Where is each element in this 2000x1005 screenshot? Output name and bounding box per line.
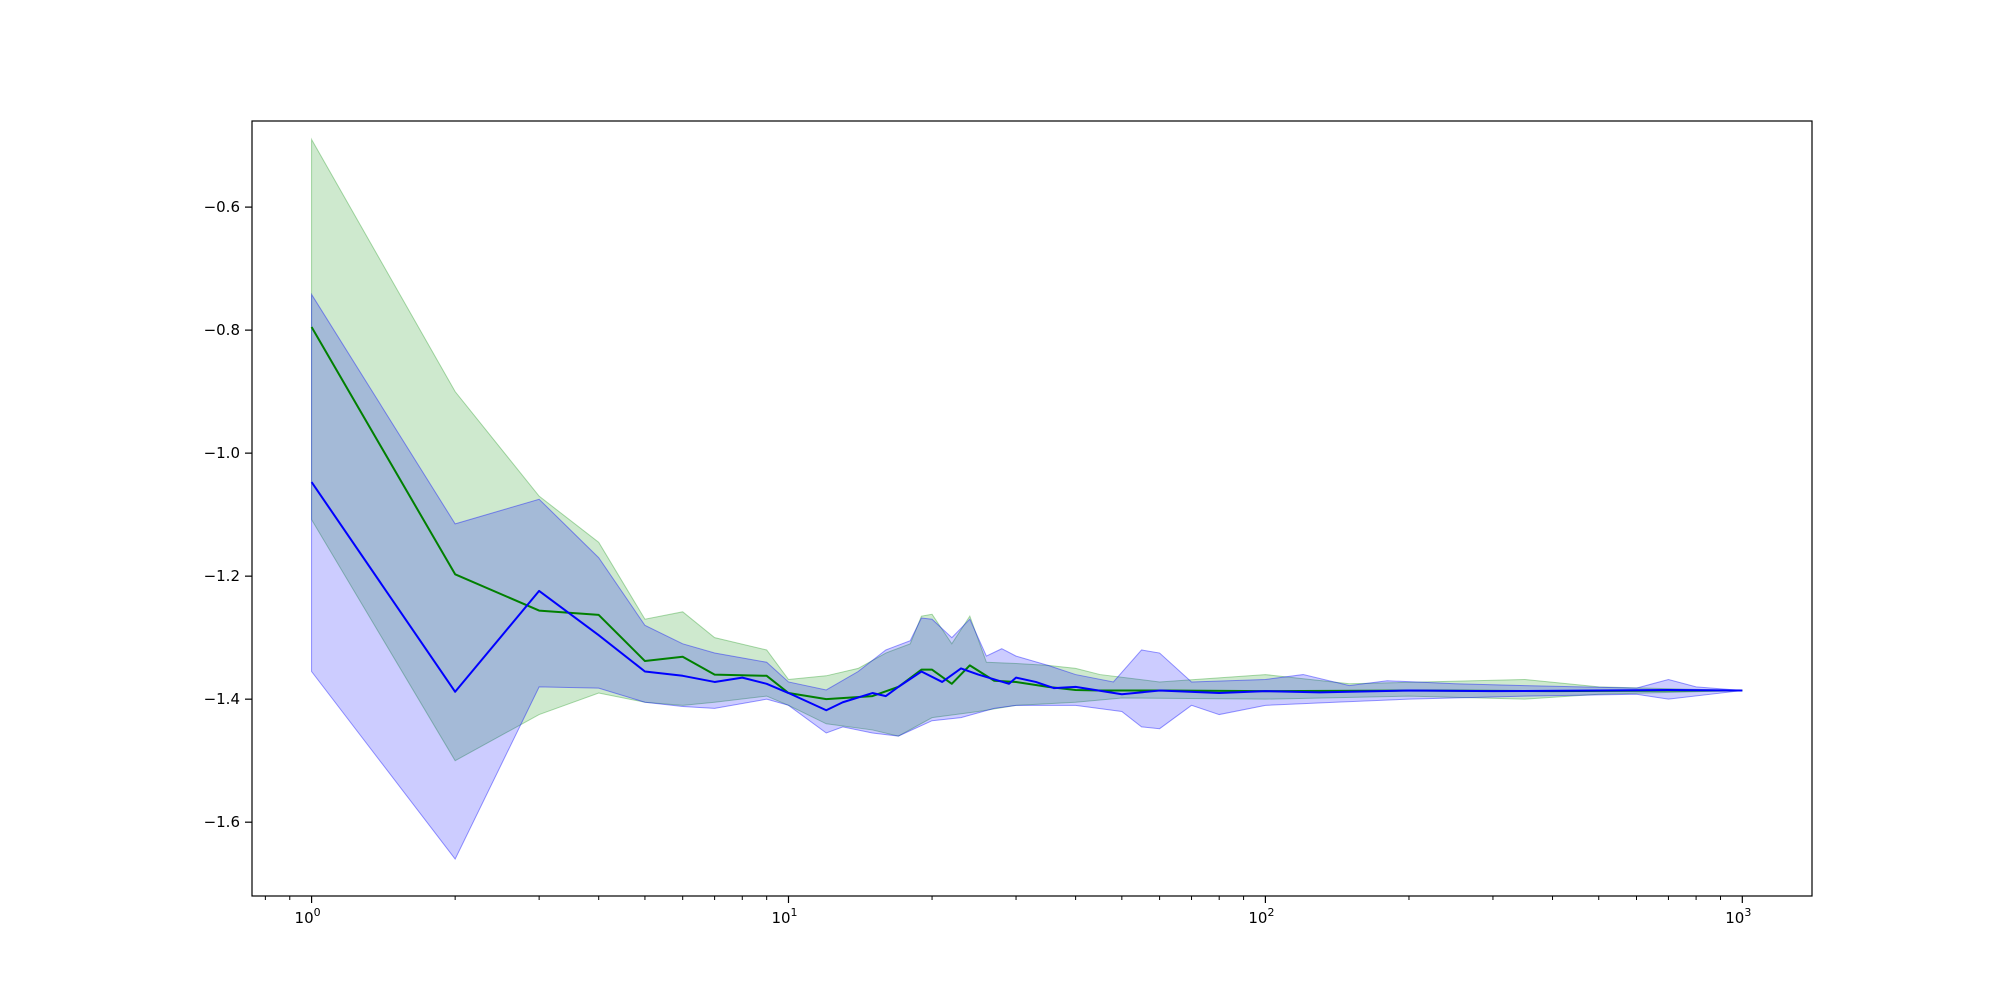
y-tick-label: −1.0 <box>204 444 240 462</box>
y-tick-label: −1.6 <box>204 813 240 831</box>
x-tick-exponent: 1 <box>791 906 798 919</box>
y-tick-label: −1.4 <box>204 690 240 708</box>
x-tick-exponent: 2 <box>1267 906 1274 919</box>
mean-line-2 <box>310 481 1743 712</box>
x-axis: 100 101 102 103 <box>264 896 1751 927</box>
x-tick-label: 100 <box>295 906 321 927</box>
bands-layer <box>311 137 1743 861</box>
x-tick-exponent: 0 <box>314 906 321 919</box>
x-tick-label: 101 <box>771 906 797 927</box>
y-axis: −0.6 −0.8 −1.0 −1.2 −1.4 −1.6 <box>204 198 252 831</box>
x-tick-label: 103 <box>1725 906 1751 927</box>
x-tick-label: 102 <box>1248 906 1274 927</box>
x-tick-exponent: 3 <box>1744 906 1751 919</box>
y-tick-label: −0.6 <box>204 198 240 216</box>
confidence-band-2 <box>311 292 1743 861</box>
y-tick-label: −1.2 <box>204 567 240 585</box>
mean-line-1 <box>310 326 1743 701</box>
y-tick-label: −0.8 <box>204 321 240 339</box>
confidence-band-1 <box>311 137 1743 762</box>
plot-frame <box>251 120 1813 897</box>
lines-layer <box>310 326 1743 712</box>
